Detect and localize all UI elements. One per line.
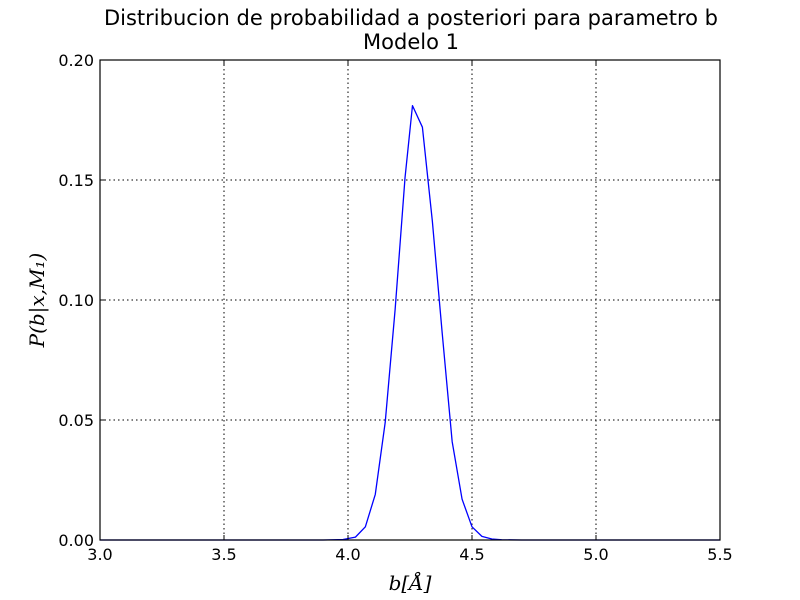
chart-title: Distribucion de probabilidad a posterior…	[104, 6, 718, 30]
x-tick-label: 3.0	[87, 545, 112, 564]
ticks: 3.0 3.5 4.0 4.5 5.0 5.5 0.00 0.05 0.10 0.15 0.20	[58, 51, 732, 564]
series-layer	[100, 104, 720, 541]
y-tick-label: 0.15	[58, 171, 94, 190]
y-tick-label: 0.00	[58, 531, 94, 550]
x-axis-label: b[Å]	[389, 570, 432, 595]
x-tick-label: 5.0	[583, 545, 608, 564]
grid	[100, 60, 720, 540]
x-tick-label: 5.5	[707, 545, 732, 564]
x-tick-label: 4.0	[335, 545, 360, 564]
chart-subtitle: Modelo 1	[363, 30, 459, 54]
posterior-line-0	[100, 104, 720, 541]
x-tick-label: 4.5	[459, 545, 484, 564]
y-tick-label: 0.20	[58, 51, 94, 70]
y-axis-label: P(b|x,M₁)	[25, 253, 50, 349]
y-tick-label: 0.05	[58, 411, 94, 430]
x-tick-label: 3.5	[211, 545, 236, 564]
y-tick-label: 0.10	[58, 291, 94, 310]
